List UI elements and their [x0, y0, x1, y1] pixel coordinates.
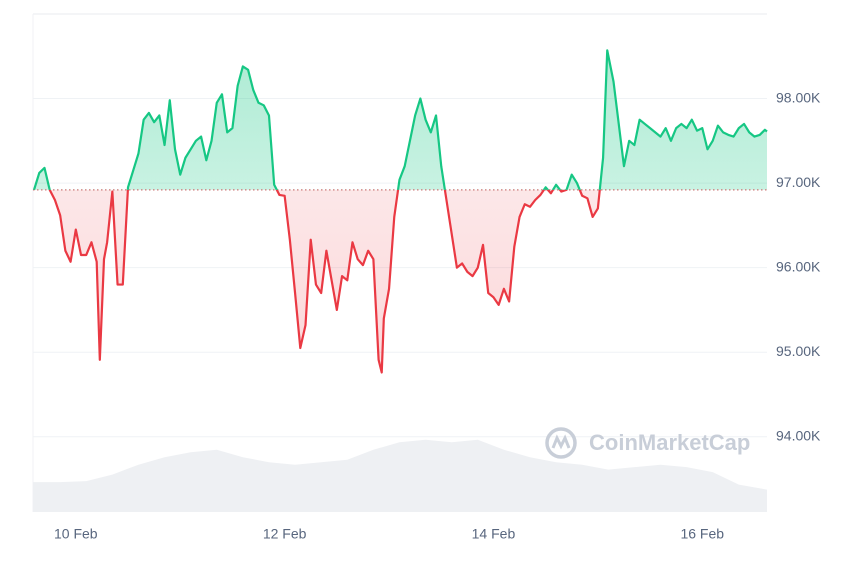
price-line-up	[32, 49, 768, 190]
watermark: CoinMarketCap	[545, 427, 750, 459]
y-tick-label: 98.00K	[776, 89, 821, 105]
y-tick-label: 96.00K	[776, 258, 821, 274]
y-tick-label: 94.00K	[776, 427, 821, 443]
x-tick-label: 12 Feb	[263, 526, 307, 542]
y-tick-label: 95.00K	[776, 343, 821, 359]
area-up	[34, 50, 767, 190]
x-tick-label: 10 Feb	[54, 526, 98, 542]
area-down	[49, 189, 600, 373]
price-line-down	[34, 189, 601, 374]
x-tick-label: 14 Feb	[472, 526, 516, 542]
volume-area	[33, 439, 767, 512]
label-layer: 94.00K 95.00K 96.00K 97.00K 98.00K 10 Feb 12 F…	[54, 89, 821, 541]
watermark-text: CoinMarketCap	[589, 430, 750, 455]
watermark-logo	[551, 434, 571, 450]
watermark-logo	[545, 427, 577, 459]
price-layer	[32, 49, 768, 374]
x-tick-label: 16 Feb	[680, 526, 724, 542]
volume-layer	[33, 439, 767, 512]
y-tick-label: 97.00K	[776, 174, 821, 190]
